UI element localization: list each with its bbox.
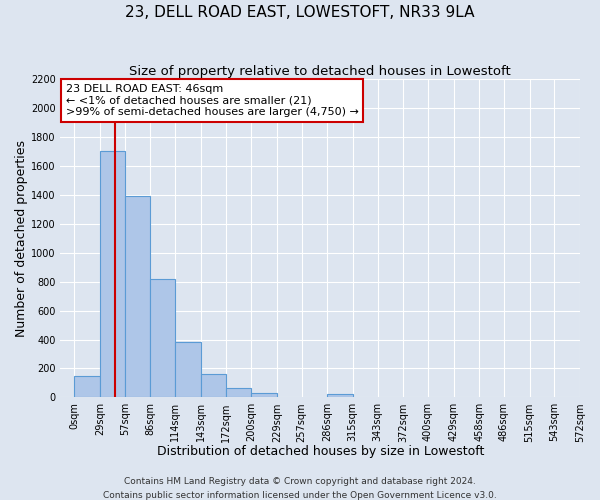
Bar [100,152,125,398]
Bar [151,279,175,398]
Text: 23, DELL ROAD EAST, LOWESTOFT, NR33 9LA: 23, DELL ROAD EAST, LOWESTOFT, NR33 9LA [125,5,475,20]
Bar [226,388,251,398]
Text: Contains HM Land Registry data © Crown copyright and database right 2024.
Contai: Contains HM Land Registry data © Crown c… [103,478,497,500]
Bar [125,196,151,398]
Title: Size of property relative to detached houses in Lowestoft: Size of property relative to detached ho… [130,65,511,78]
X-axis label: Distribution of detached houses by size in Lowestoft: Distribution of detached houses by size … [157,444,484,458]
Y-axis label: Number of detached properties: Number of detached properties [15,140,28,337]
Bar [74,376,100,398]
Text: 23 DELL ROAD EAST: 46sqm
← <1% of detached houses are smaller (21)
>99% of semi-: 23 DELL ROAD EAST: 46sqm ← <1% of detach… [65,84,358,117]
Bar [251,393,277,398]
Bar [327,394,353,398]
Bar [175,342,201,398]
Bar [201,374,226,398]
